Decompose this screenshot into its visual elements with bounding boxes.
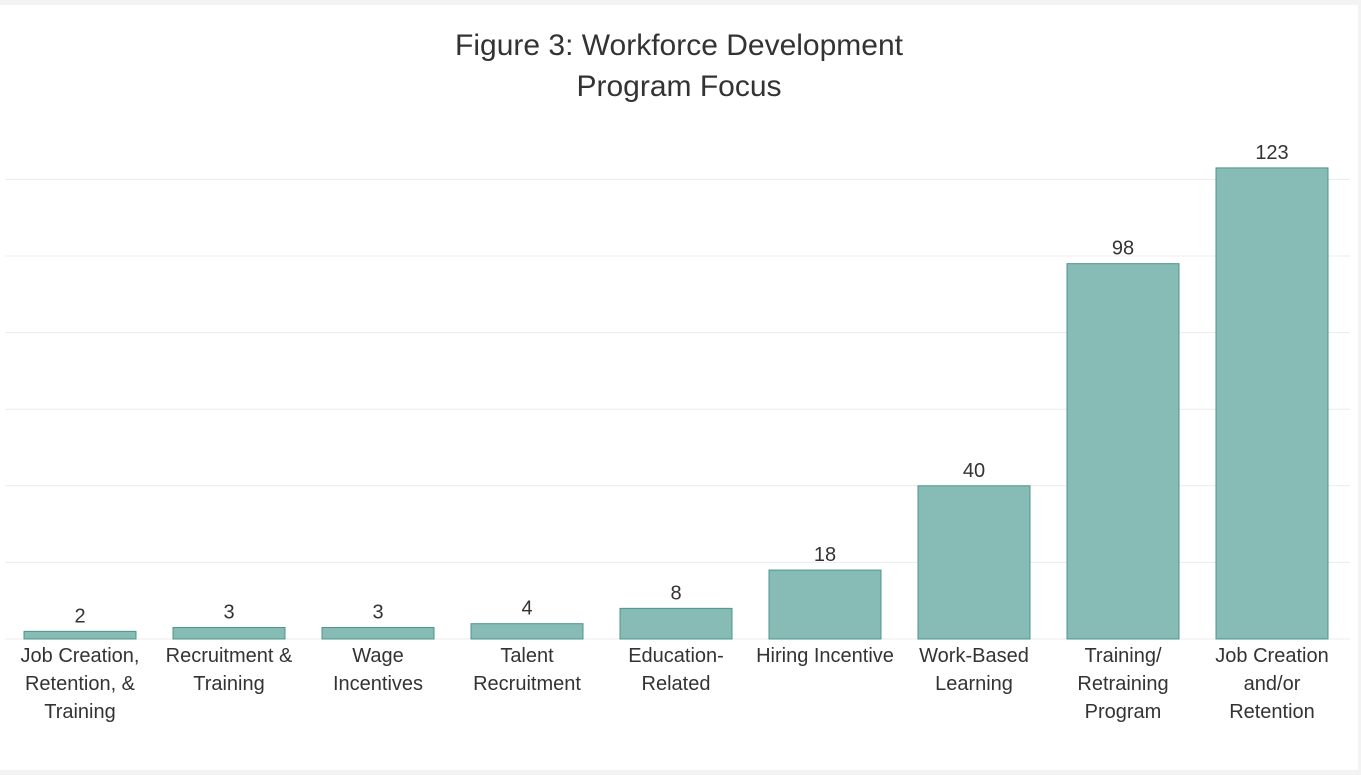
category-label: Training/Retraining Program	[1048, 642, 1198, 726]
bar	[172, 627, 286, 640]
category-label-line: Work-Based	[919, 645, 1029, 667]
category-label-line: Incentives	[332, 673, 424, 695]
category-label-line: Retention	[1229, 701, 1315, 723]
bar	[321, 627, 435, 640]
bar	[768, 569, 882, 640]
category-label-line: Retention, &	[24, 673, 136, 695]
category-label-line: Education-	[628, 645, 724, 667]
bar	[917, 485, 1031, 640]
data-label: 98	[1112, 238, 1134, 260]
chart-title-line-2: Program Focus	[576, 70, 782, 103]
bar	[23, 630, 137, 640]
category-label: Talent Recruitment	[452, 642, 602, 698]
category-label-line: Recruitment	[473, 673, 581, 695]
bar	[1066, 263, 1180, 640]
category-label: Wage Incentives	[303, 642, 453, 698]
category-label: Education- Related	[601, 642, 751, 698]
category-label-line: Retraining	[1077, 673, 1169, 695]
data-label: 18	[814, 544, 836, 566]
category-label-line: Related	[641, 673, 711, 695]
bars	[23, 167, 1329, 640]
data-label: 4	[521, 598, 532, 620]
bar	[1215, 167, 1329, 640]
chart-frame: Figure 3: Workforce Development Program …	[0, 5, 1358, 770]
bar	[619, 607, 733, 640]
category-label: Recruitment & Training	[154, 642, 304, 698]
category-label: Job Creation and/or Retention	[1197, 642, 1347, 726]
data-label: 123	[1255, 142, 1288, 164]
category-label-line: Wage	[352, 645, 404, 667]
category-label-line: Training/	[1084, 645, 1162, 667]
category-label: Job Creation, Retention, & Training	[5, 642, 155, 726]
data-label: 40	[963, 460, 985, 482]
bar-chart: 2 3 3 4 8 18 40 98 123	[5, 142, 1350, 640]
data-labels: 2 3 3 4 8 18 40 98 123	[74, 142, 1288, 627]
category-label-line: Hiring Incentive	[756, 645, 894, 667]
category-label: Work-Based Learning	[899, 642, 1049, 698]
category-label-line: Training	[44, 701, 116, 723]
data-label: 2	[74, 605, 85, 627]
bar	[470, 623, 584, 640]
category-label-line: Job Creation,	[20, 645, 140, 667]
category-label: Hiring Incentive	[750, 642, 900, 670]
category-label-line: and/or	[1243, 673, 1301, 695]
data-label: 3	[372, 602, 383, 624]
category-label-line: Learning	[935, 673, 1013, 695]
chart-title-line-1: Figure 3: Workforce Development	[455, 29, 903, 62]
data-label: 3	[223, 602, 234, 624]
category-label-line: Job Creation	[1215, 645, 1329, 667]
category-label-line: Program	[1084, 701, 1162, 723]
chart-title: Figure 3: Workforce Development Program …	[0, 25, 1358, 107]
category-label-line: Training	[193, 673, 265, 695]
category-label-line: Recruitment &	[165, 645, 293, 667]
category-label-line: Talent	[500, 645, 554, 667]
data-label: 8	[670, 582, 681, 604]
